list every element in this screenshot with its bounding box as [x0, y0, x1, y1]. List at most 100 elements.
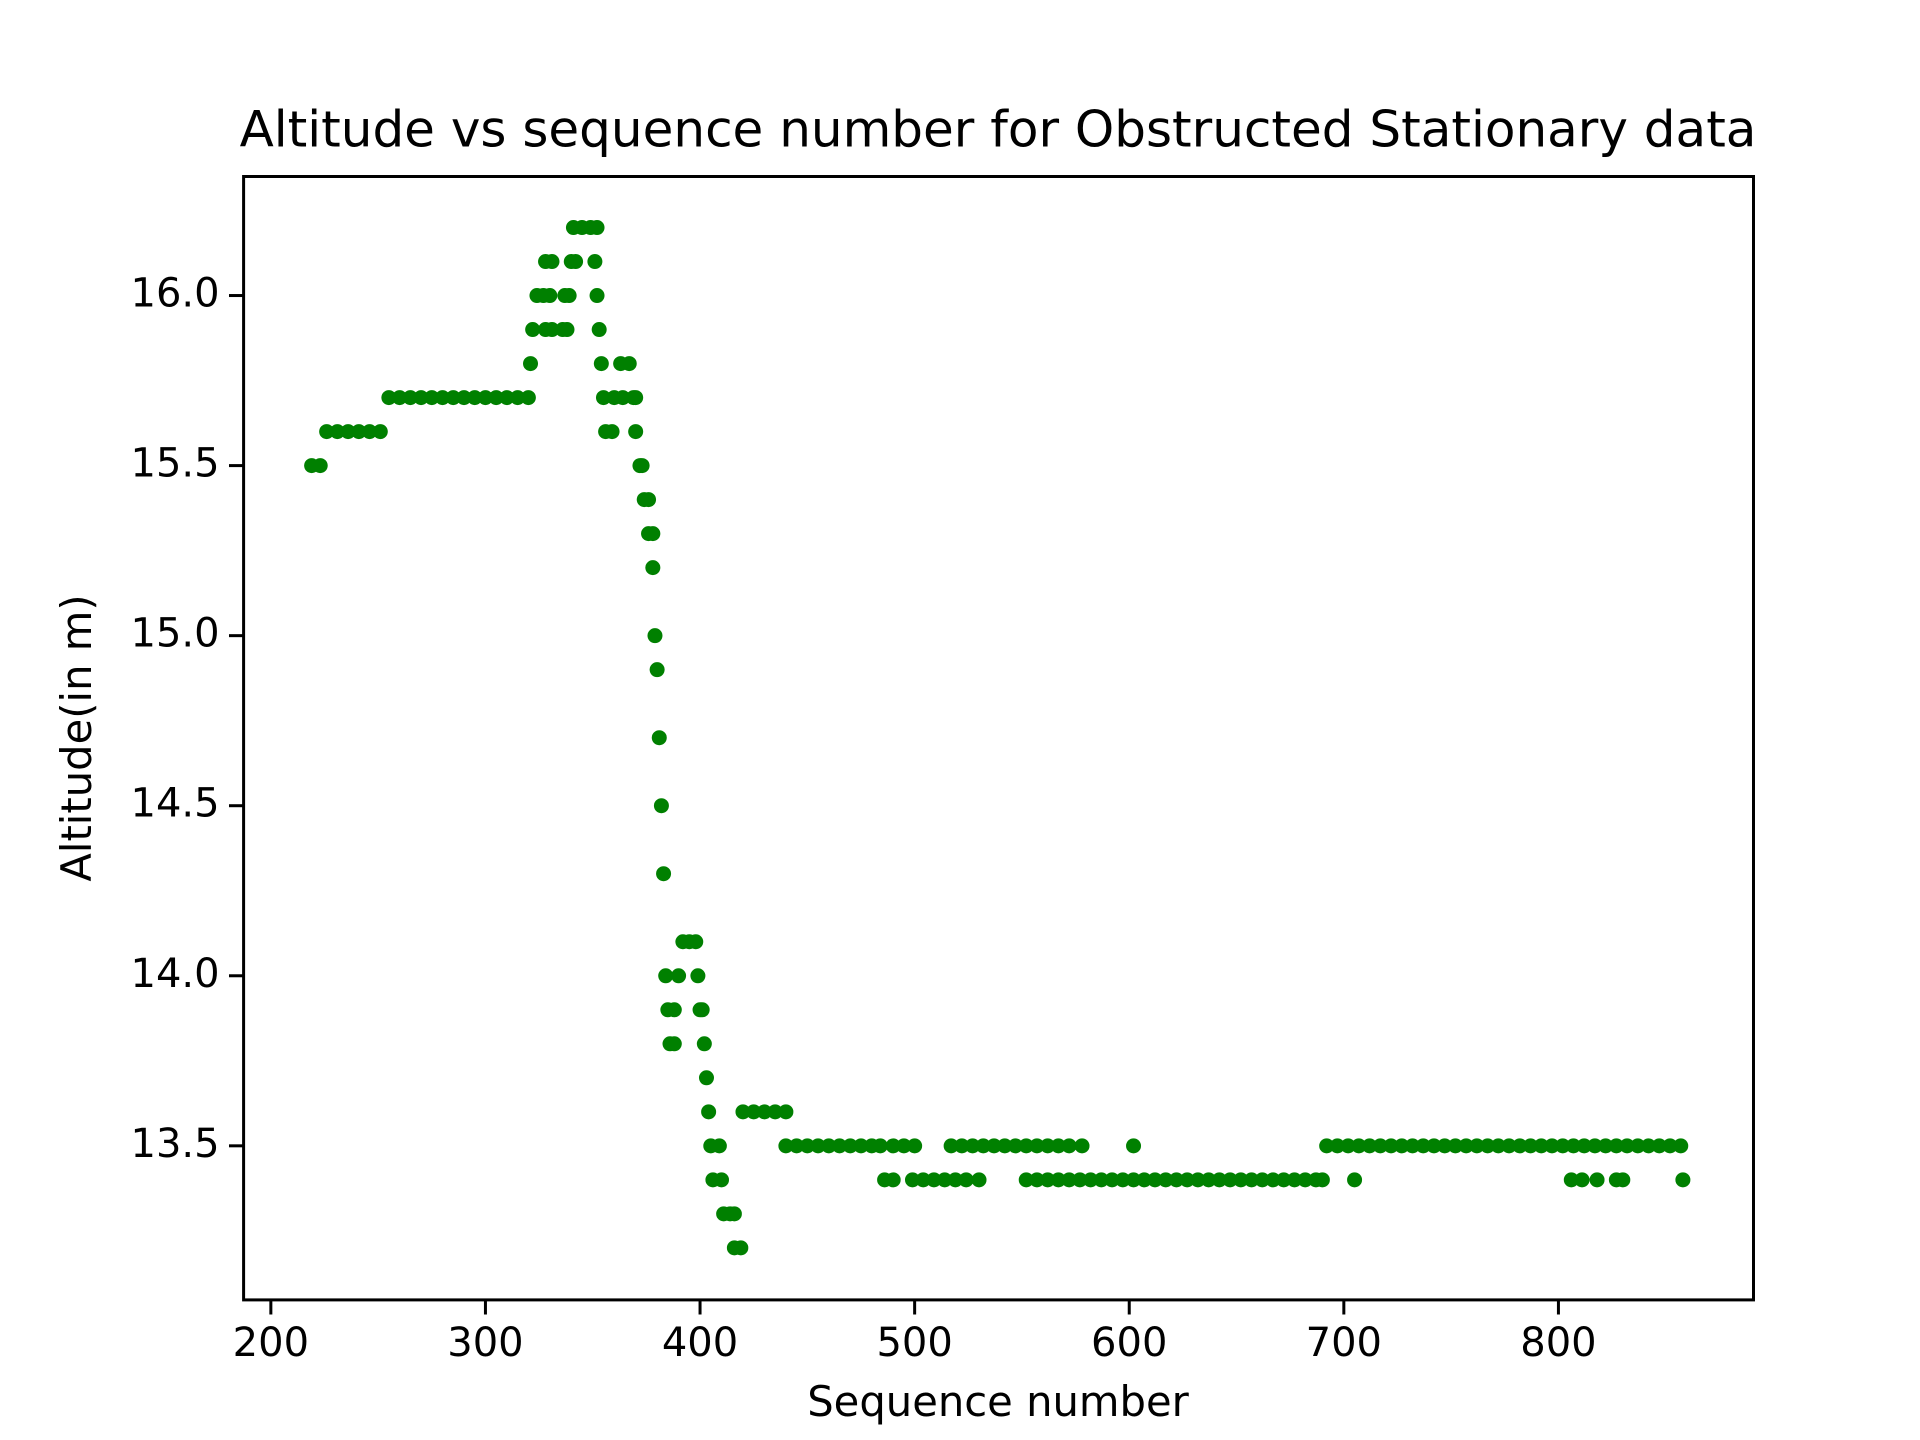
point — [1351, 1138, 1367, 1154]
point — [1574, 1172, 1590, 1188]
point — [1651, 1138, 1667, 1154]
point — [733, 1240, 749, 1256]
x-tick-label: 200 — [233, 1320, 309, 1366]
point — [1587, 1138, 1603, 1154]
point — [544, 322, 560, 338]
point — [885, 1138, 901, 1154]
point — [726, 1206, 742, 1222]
point — [965, 1138, 981, 1154]
point — [701, 1104, 717, 1120]
point — [1276, 1172, 1292, 1188]
point — [1018, 1138, 1034, 1154]
point — [1126, 1172, 1142, 1188]
point — [1029, 1172, 1045, 1188]
point — [1211, 1172, 1227, 1188]
point — [1061, 1172, 1077, 1188]
point — [971, 1172, 987, 1188]
point — [525, 322, 541, 338]
point — [1061, 1138, 1077, 1154]
point — [1158, 1172, 1174, 1188]
point — [658, 968, 674, 984]
point — [1093, 1172, 1109, 1188]
point — [628, 424, 644, 440]
point — [435, 390, 451, 406]
point — [1233, 1172, 1249, 1188]
point — [1615, 1172, 1631, 1188]
point — [372, 424, 388, 440]
point — [604, 424, 620, 440]
point — [319, 424, 335, 440]
point — [1555, 1138, 1571, 1154]
point — [1673, 1138, 1689, 1154]
point — [1480, 1138, 1496, 1154]
point — [1589, 1172, 1605, 1188]
point — [1083, 1172, 1099, 1188]
point — [1662, 1138, 1678, 1154]
point — [690, 968, 706, 984]
point — [896, 1138, 912, 1154]
point — [714, 1172, 730, 1188]
point — [595, 390, 611, 406]
point — [1136, 1172, 1152, 1188]
point — [698, 1070, 714, 1086]
point — [671, 968, 687, 984]
point — [1372, 1138, 1388, 1154]
point — [1458, 1138, 1474, 1154]
point — [1244, 1172, 1260, 1188]
point — [568, 254, 584, 270]
point — [937, 1172, 953, 1188]
point — [915, 1172, 931, 1188]
point — [329, 424, 345, 440]
point — [1608, 1138, 1624, 1154]
point — [842, 1138, 858, 1154]
point — [954, 1138, 970, 1154]
point — [1630, 1138, 1646, 1154]
point — [392, 390, 408, 406]
point — [634, 458, 650, 474]
point — [778, 1138, 794, 1154]
point — [589, 220, 605, 236]
x-tick-label: 300 — [447, 1320, 523, 1366]
point — [832, 1138, 848, 1154]
point — [1319, 1138, 1335, 1154]
point — [510, 390, 526, 406]
point — [467, 390, 483, 406]
point — [645, 560, 661, 576]
point — [1329, 1138, 1345, 1154]
point — [1297, 1172, 1313, 1188]
x-tick-label: 700 — [1306, 1320, 1382, 1366]
point — [1115, 1172, 1131, 1188]
point — [591, 322, 607, 338]
point — [666, 1002, 682, 1018]
point — [1437, 1138, 1453, 1154]
point — [1029, 1138, 1045, 1154]
point — [593, 356, 609, 372]
point — [821, 1138, 837, 1154]
point — [587, 254, 603, 270]
point — [520, 390, 536, 406]
point — [688, 934, 704, 950]
point — [1126, 1138, 1142, 1154]
point — [997, 1138, 1013, 1154]
y-tick-label: 14.0 — [131, 951, 220, 997]
point — [1179, 1172, 1195, 1188]
point — [1222, 1172, 1238, 1188]
point — [1641, 1138, 1657, 1154]
point — [1286, 1172, 1302, 1188]
point — [1394, 1138, 1410, 1154]
x-tick-label: 500 — [876, 1320, 952, 1366]
point — [735, 1104, 751, 1120]
point — [362, 424, 378, 440]
point — [1040, 1138, 1056, 1154]
point — [756, 1104, 772, 1120]
point — [615, 390, 631, 406]
point — [1576, 1138, 1592, 1154]
point — [653, 798, 669, 814]
point — [1008, 1138, 1024, 1154]
point — [559, 322, 575, 338]
point — [1074, 1138, 1090, 1154]
point — [1447, 1138, 1463, 1154]
point — [651, 730, 667, 746]
point — [477, 390, 493, 406]
